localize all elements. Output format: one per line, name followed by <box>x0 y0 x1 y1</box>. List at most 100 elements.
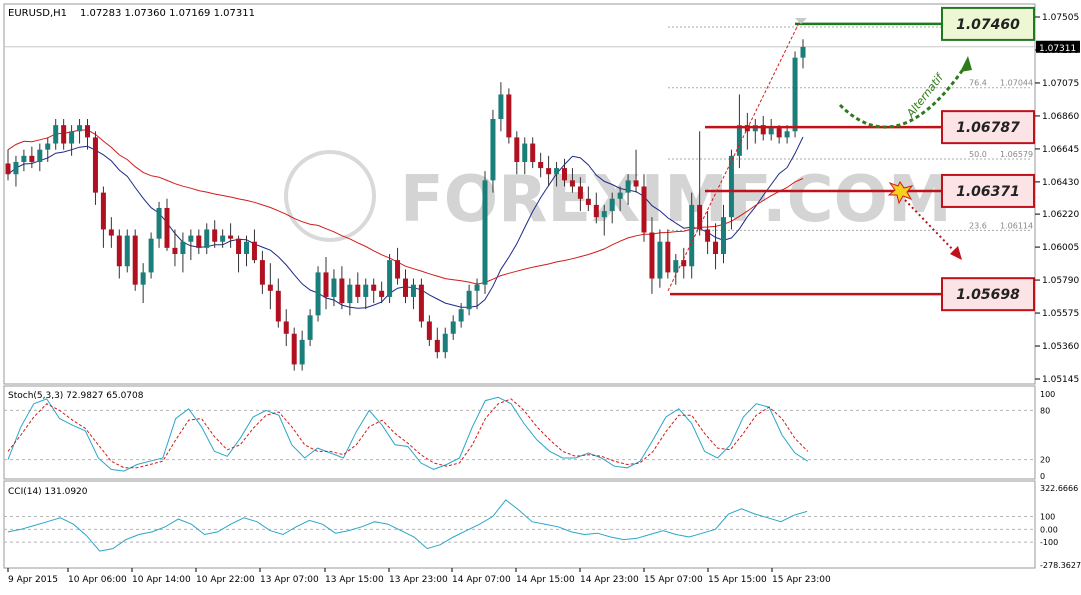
y-tick-label: 1.06645 <box>1042 145 1079 155</box>
candle-body <box>339 278 345 304</box>
candle-body <box>116 235 122 267</box>
candle-body <box>569 180 575 187</box>
candle-body <box>5 163 11 175</box>
y-tick-label: 1.05575 <box>1042 309 1079 319</box>
level-box <box>941 173 1035 208</box>
candle-body <box>776 128 782 138</box>
stoch-main-line <box>7 396 809 472</box>
candle-body <box>236 238 242 254</box>
main-panel <box>3 3 1036 385</box>
candle-body <box>784 131 790 138</box>
candle-body <box>689 204 695 267</box>
x-tick-label: 9 Apr 2015 <box>8 575 58 585</box>
candle-body <box>204 229 210 248</box>
symbol-label: EURUSD,H1 <box>8 8 67 19</box>
y-tick-label: 1.07075 <box>1042 79 1079 89</box>
candle-body <box>641 186 647 233</box>
candle-body <box>77 125 83 132</box>
candle-body <box>713 241 719 254</box>
candle-body <box>148 238 154 273</box>
candle-body <box>140 272 146 285</box>
y-tick-label: 1.06220 <box>1042 210 1079 220</box>
candle-body <box>546 168 552 175</box>
candle-body <box>418 284 424 322</box>
fibo-ratio-label: 76.4 <box>969 79 987 88</box>
candle-body <box>474 284 480 291</box>
candle-body <box>665 241 671 273</box>
x-tick-label: 13 Apr 07:00 <box>260 575 319 585</box>
candle-body <box>363 284 369 297</box>
current-price-label: 1.07311 <box>1039 44 1076 54</box>
candle-body <box>323 272 329 297</box>
fibo-ratio-label: 23.6 <box>969 221 987 230</box>
cci-y-label: 100 <box>1040 513 1055 522</box>
fibo-ratio-label: 50.0 <box>969 150 987 159</box>
candle-body <box>156 207 162 239</box>
ma-slow-line <box>7 129 804 285</box>
candle-body <box>180 241 186 254</box>
candle-body <box>212 229 218 242</box>
candle-body <box>379 290 385 297</box>
candle-body <box>530 143 536 162</box>
candle-body <box>760 125 766 135</box>
y-tick-label: 1.06005 <box>1042 243 1079 253</box>
candle-body <box>188 235 194 242</box>
candle-body <box>61 125 67 144</box>
candle-body <box>29 155 35 162</box>
candle-body <box>37 149 43 162</box>
candle-body <box>403 278 408 297</box>
candle-body <box>228 235 234 239</box>
stoch-y-label: 20 <box>1040 456 1050 465</box>
candle-body <box>315 272 321 316</box>
candle-body <box>705 229 711 242</box>
x-tick-label: 14 Apr 23:00 <box>580 575 639 585</box>
stoch-y-label: 80 <box>1040 406 1050 415</box>
y-tick-label: 1.05790 <box>1042 276 1079 286</box>
candle-body <box>617 192 623 199</box>
candle-body <box>673 260 679 273</box>
level-label: 1.06371 <box>956 184 1020 200</box>
candle-body <box>721 217 726 254</box>
cci-y-label: -278.3627 <box>1040 561 1081 570</box>
alternative-arrowhead <box>960 56 972 72</box>
stoch-y-label: 0 <box>1040 472 1045 481</box>
candle-body <box>649 232 655 279</box>
candle-body <box>585 198 591 205</box>
candle-body <box>601 211 607 218</box>
cci-title: CCI(14) 131.0920 <box>8 487 88 497</box>
level-label: 1.07460 <box>956 17 1020 33</box>
candle-body <box>800 46 806 58</box>
level-label: 1.06787 <box>956 120 1020 136</box>
y-tick-label: 1.05360 <box>1042 342 1079 352</box>
candle-body <box>792 57 798 132</box>
candle-body <box>164 207 170 248</box>
candle-body <box>21 155 27 162</box>
x-tick-label: 10 Apr 22:00 <box>196 575 255 585</box>
candle-body <box>442 333 448 353</box>
candle-body <box>251 241 257 261</box>
candle-body <box>69 131 75 144</box>
current-price-tag <box>1036 40 1080 53</box>
candle-body <box>371 284 377 291</box>
stoch-title: Stoch(5,3,3) 72.9827 65.0708 <box>8 391 144 401</box>
candle-body <box>633 180 639 187</box>
x-tick-label: 13 Apr 15:00 <box>325 575 384 585</box>
cci-panel <box>3 480 1036 569</box>
candle-body <box>593 204 599 218</box>
break-star-icon <box>887 181 914 205</box>
candle-body <box>736 125 742 156</box>
candle-body <box>768 128 774 135</box>
stochastic-panel <box>3 385 1036 480</box>
x-tick-label: 10 Apr 06:00 <box>68 575 127 585</box>
marker-icon <box>795 18 807 24</box>
fibo-value-label: 1.07044 <box>1000 79 1033 88</box>
x-tick-label: 14 Apr 15:00 <box>516 575 575 585</box>
candle-body <box>657 241 663 279</box>
candle-body <box>625 180 631 193</box>
x-tick-label: 10 Apr 14:00 <box>132 575 191 585</box>
ohlc-label: 1.07283 1.07360 1.07169 1.07311 <box>80 8 255 19</box>
x-tick-label: 15 Apr 07:00 <box>644 575 703 585</box>
candle-body <box>347 284 353 304</box>
cci-y-label: 0.00 <box>1040 525 1058 534</box>
